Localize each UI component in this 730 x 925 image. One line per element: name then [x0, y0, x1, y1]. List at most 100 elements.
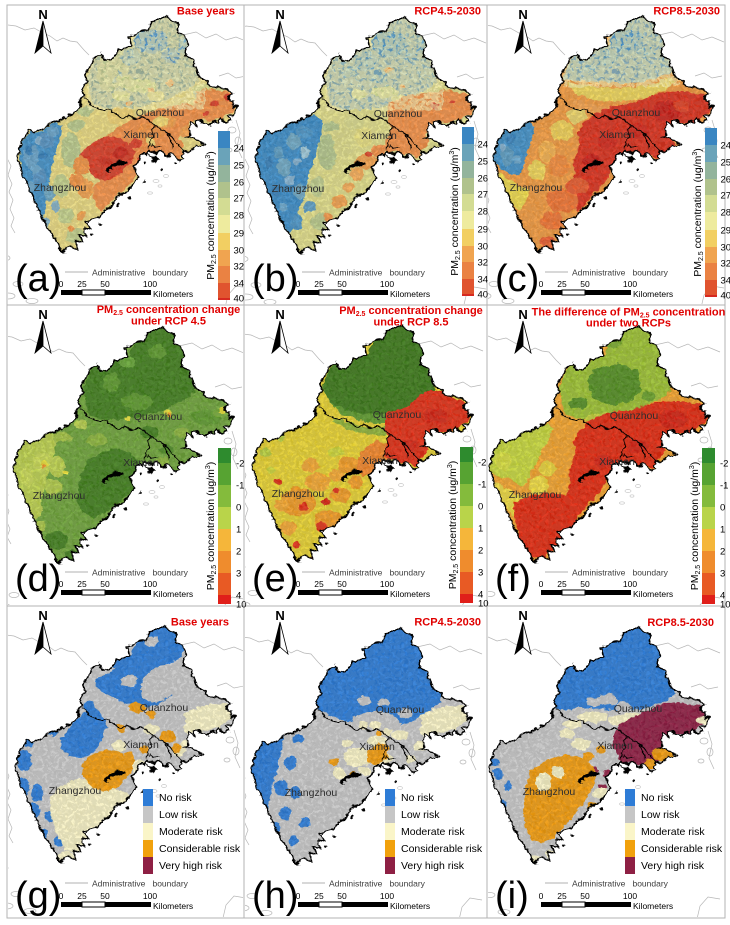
svg-text:Quanzhou: Quanzhou: [374, 108, 423, 120]
svg-text:50: 50: [580, 279, 590, 289]
svg-text:Xiamen: Xiamen: [362, 455, 398, 467]
svg-text:N: N: [518, 7, 527, 22]
svg-text:2: 2: [236, 547, 241, 558]
svg-text:34: 34: [478, 275, 489, 286]
svg-text:50: 50: [337, 279, 347, 289]
svg-text:0: 0: [539, 279, 544, 289]
svg-text:0: 0: [59, 279, 64, 289]
svg-text:Xiamen: Xiamen: [599, 129, 635, 141]
svg-text:PM2.5 concentration (ug/m3): PM2.5 concentration (ug/m3): [689, 462, 702, 591]
svg-text:0: 0: [296, 891, 301, 901]
svg-text:Administrative boundary: Administrative boundary: [329, 879, 426, 889]
svg-text:(f): (f): [495, 558, 531, 600]
svg-text:The difference of PM2.5 concen: The difference of PM2.5 concentration: [532, 307, 726, 320]
svg-text:RCP4.5-2030: RCP4.5-2030: [414, 617, 481, 629]
svg-text:3: 3: [236, 569, 241, 580]
svg-text:Quanzhou: Quanzhou: [614, 703, 663, 715]
svg-text:100: 100: [143, 891, 157, 901]
svg-text:25: 25: [557, 891, 567, 901]
svg-text:Zhangzhou: Zhangzhou: [49, 785, 102, 797]
svg-text:N: N: [518, 608, 527, 623]
svg-text:0: 0: [59, 579, 64, 589]
svg-text:26: 26: [721, 175, 730, 186]
svg-text:100: 100: [380, 891, 394, 901]
svg-text:28: 28: [721, 208, 730, 219]
svg-text:Zhangzhou: Zhangzhou: [34, 182, 87, 194]
svg-text:Zhangzhou: Zhangzhou: [272, 488, 325, 500]
svg-text:Kilometers: Kilometers: [390, 289, 430, 299]
svg-text:Quanzhou: Quanzhou: [612, 107, 661, 119]
svg-text:30: 30: [234, 246, 245, 257]
svg-text:PM2.5 concentration (ug/m3): PM2.5 concentration (ug/m3): [205, 151, 218, 280]
svg-text:32: 32: [721, 259, 730, 270]
svg-text:27: 27: [478, 190, 489, 201]
svg-text:0: 0: [236, 503, 241, 514]
svg-text:0: 0: [478, 502, 483, 513]
svg-text:30: 30: [478, 242, 489, 253]
svg-text:34: 34: [721, 276, 730, 287]
svg-text:4: 4: [720, 591, 725, 602]
svg-text:N: N: [38, 307, 47, 322]
svg-text:-2: -2: [720, 459, 728, 470]
svg-text:Kilometers: Kilometers: [633, 589, 673, 599]
svg-text:Quanzhou: Quanzhou: [136, 107, 185, 119]
svg-text:Base years: Base years: [171, 617, 229, 629]
svg-text:25: 25: [557, 579, 567, 589]
svg-text:-1: -1: [720, 481, 728, 492]
svg-text:32: 32: [234, 262, 245, 273]
svg-text:PM2.5 concentration change: PM2.5 concentration change: [339, 305, 483, 318]
svg-text:40: 40: [234, 294, 245, 305]
svg-text:Quanzhou: Quanzhou: [134, 411, 183, 423]
svg-text:1: 1: [478, 524, 483, 535]
svg-text:2: 2: [720, 547, 725, 558]
svg-text:0: 0: [296, 579, 301, 589]
svg-text:28: 28: [234, 211, 245, 222]
svg-text:No risk: No risk: [159, 792, 192, 804]
svg-text:No risk: No risk: [641, 792, 674, 804]
svg-text:34: 34: [234, 279, 245, 290]
svg-text:2: 2: [478, 546, 483, 557]
svg-text:-1: -1: [478, 480, 486, 491]
svg-text:(i): (i): [495, 875, 529, 917]
svg-text:N: N: [275, 307, 284, 322]
svg-text:(e): (e): [252, 558, 298, 600]
svg-text:100: 100: [623, 579, 637, 589]
svg-text:Kilometers: Kilometers: [633, 901, 673, 911]
svg-text:Administrative boundary: Administrative boundary: [92, 879, 189, 889]
svg-text:0: 0: [539, 579, 544, 589]
svg-text:under RCP 4.5: under RCP 4.5: [131, 316, 206, 328]
svg-text:-2: -2: [236, 459, 244, 470]
svg-text:50: 50: [100, 891, 110, 901]
svg-text:PM2.5 concentration change: PM2.5 concentration change: [97, 304, 241, 317]
svg-text:25: 25: [77, 579, 87, 589]
svg-text:RCP4.5-2030: RCP4.5-2030: [414, 6, 481, 18]
svg-text:N: N: [275, 608, 284, 623]
svg-text:Zhangzhou: Zhangzhou: [509, 489, 562, 501]
svg-text:50: 50: [337, 891, 347, 901]
svg-text:4: 4: [236, 591, 241, 602]
svg-text:4: 4: [478, 590, 483, 601]
svg-text:50: 50: [100, 279, 110, 289]
svg-text:32: 32: [478, 258, 489, 269]
svg-text:40: 40: [721, 291, 730, 302]
svg-text:Very high risk: Very high risk: [401, 860, 465, 872]
svg-text:26: 26: [234, 178, 245, 189]
svg-text:25: 25: [557, 279, 567, 289]
svg-text:100: 100: [623, 279, 637, 289]
svg-text:-1: -1: [236, 481, 244, 492]
svg-text:(c): (c): [495, 258, 539, 300]
svg-text:Administrative boundary: Administrative boundary: [572, 268, 669, 278]
svg-text:Zhangzhou: Zhangzhou: [523, 786, 576, 798]
svg-text:Moderate risk: Moderate risk: [159, 826, 223, 838]
svg-text:Quanzhou: Quanzhou: [376, 704, 425, 716]
svg-text:(b): (b): [252, 258, 298, 300]
svg-text:40: 40: [478, 290, 489, 301]
svg-text:Low risk: Low risk: [159, 809, 198, 821]
svg-text:Zhangzhou: Zhangzhou: [272, 183, 325, 195]
svg-text:Low risk: Low risk: [641, 809, 680, 821]
svg-text:10: 10: [236, 600, 247, 611]
svg-text:PM2.5 concentration (ug/m3): PM2.5 concentration (ug/m3): [692, 148, 705, 277]
svg-text:100: 100: [623, 891, 637, 901]
svg-text:Administrative boundary: Administrative boundary: [92, 568, 189, 578]
svg-text:29: 29: [478, 225, 489, 236]
